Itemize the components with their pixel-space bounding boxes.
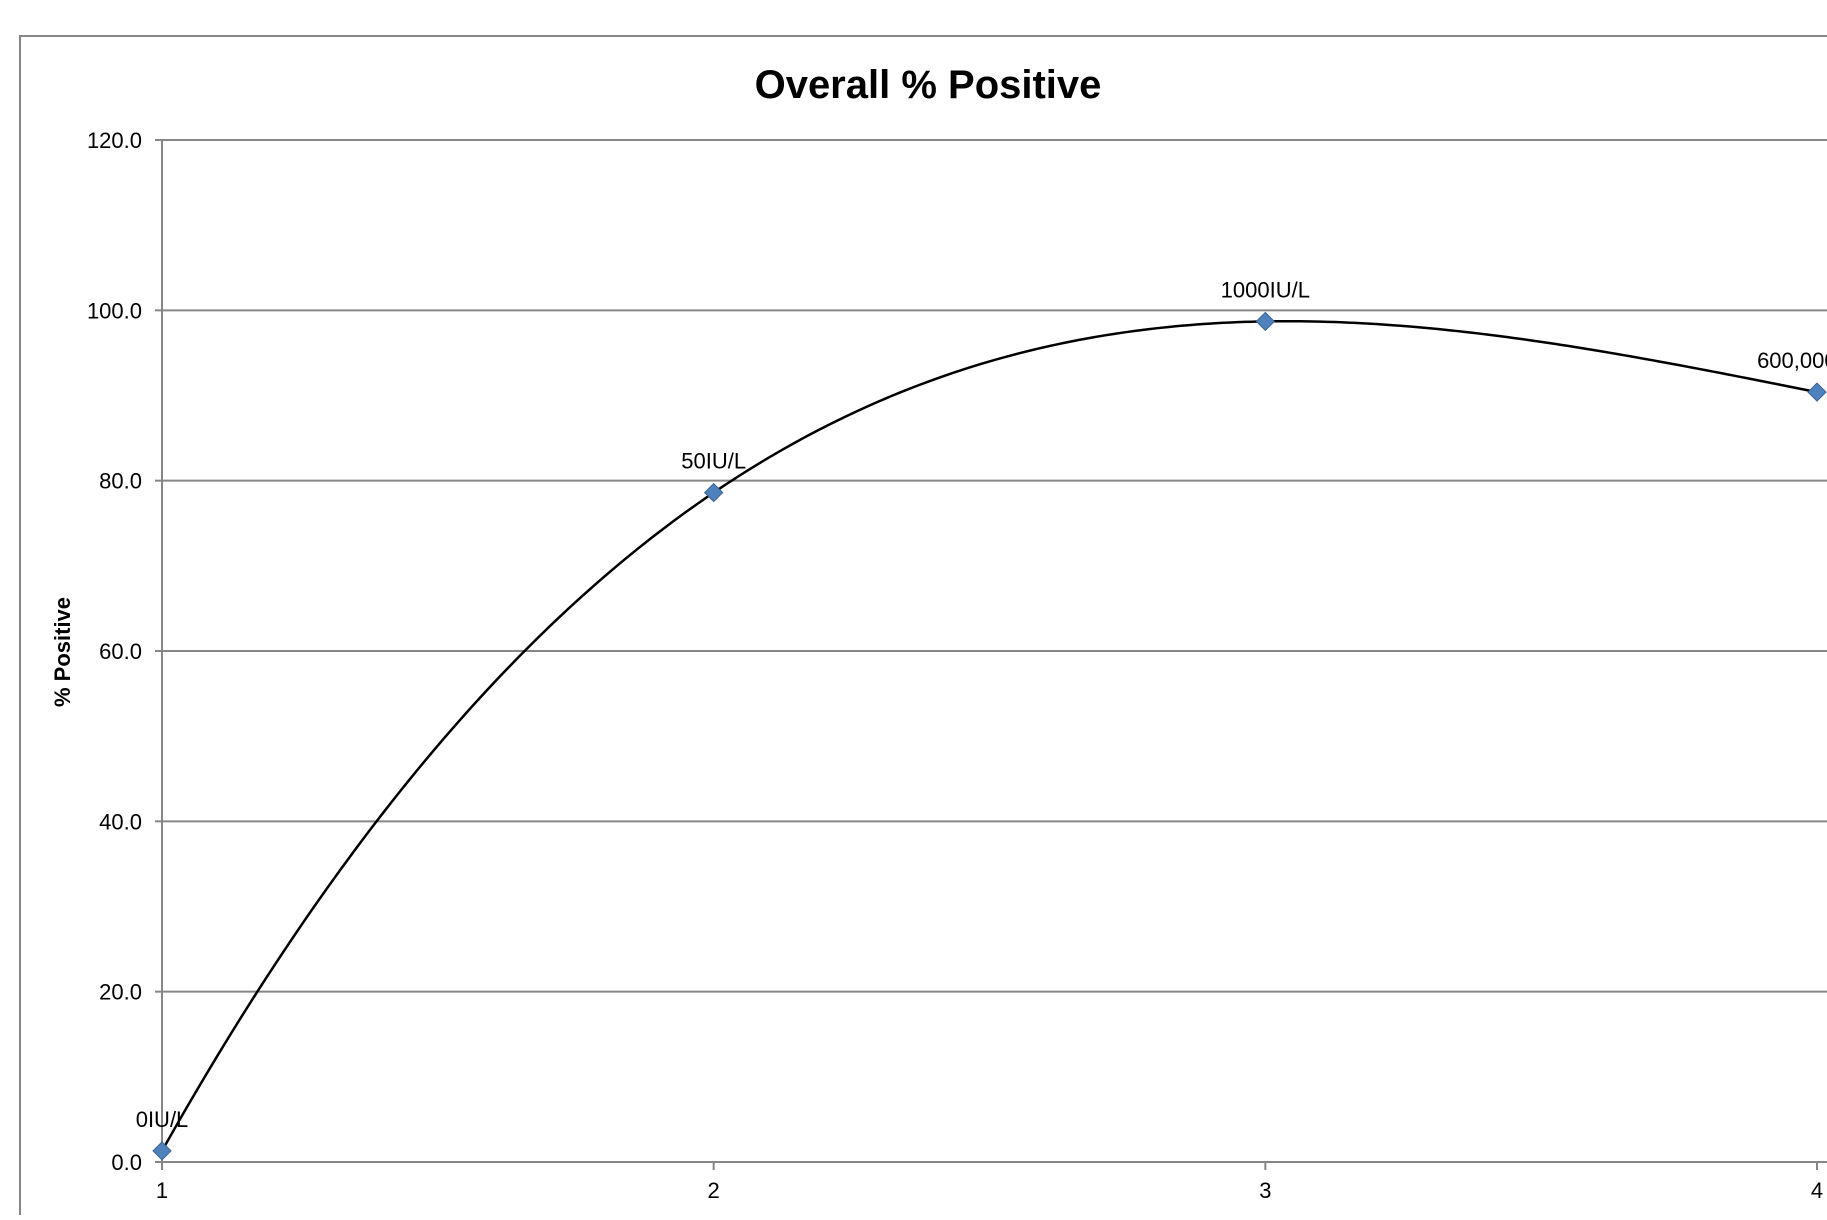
- y-tick-label: 100.0: [87, 298, 142, 323]
- x-tick-label: 2: [708, 1178, 720, 1203]
- data-label: 50IU/L: [681, 449, 746, 474]
- data-label: 1000IU/L: [1221, 277, 1310, 302]
- y-tick-label: 120.0: [87, 128, 142, 153]
- x-tick-label: 4: [1811, 1178, 1823, 1203]
- data-label: 600,000IU/L: [1757, 348, 1827, 373]
- x-tick-label: 3: [1259, 1178, 1271, 1203]
- data-point: [1255, 311, 1276, 332]
- y-tick-label: 80.0: [99, 469, 142, 494]
- x-tick-label: 1: [156, 1178, 168, 1203]
- y-tick-label: 0.0: [111, 1150, 142, 1175]
- y-tick-label: 20.0: [99, 980, 142, 1005]
- chart-title: Overall % Positive: [755, 63, 1102, 107]
- y-tick-labels: 0.0 20.0 40.0 60.0 80.0 100.0 120.0: [87, 128, 142, 1175]
- chart-frame: [19, 35, 1827, 1220]
- trend-line: [160, 319, 1818, 1152]
- data-label: 0IU/L: [136, 1107, 189, 1132]
- data-points: [152, 311, 1827, 1161]
- grid-layer: [155, 139, 1827, 1170]
- x-tick-labels: 1 2 3 4: [156, 1178, 1823, 1203]
- y-tick-label: 60.0: [99, 639, 142, 664]
- data-point: [703, 482, 724, 503]
- y-tick-label: 40.0: [99, 809, 142, 834]
- data-labels: 0IU/L 50IU/L 1000IU/L 600,000IU/L: [136, 277, 1827, 1132]
- data-point: [152, 1141, 172, 1161]
- data-point: [1807, 382, 1827, 402]
- y-axis-title: % Positive: [50, 597, 75, 707]
